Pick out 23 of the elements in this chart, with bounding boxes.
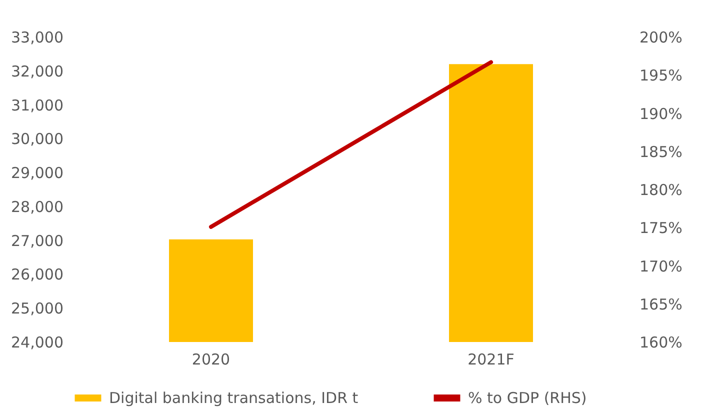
y2-tick-label: 195% xyxy=(640,66,682,85)
x-tick-label: 2021F xyxy=(468,350,514,368)
y-tick-label: 29,000 xyxy=(11,164,64,182)
y-tick-label: 32,000 xyxy=(11,62,64,80)
y-tick-label: 33,000 xyxy=(11,28,64,46)
y-tick-label: 26,000 xyxy=(11,266,64,284)
y2-tick-label: 175% xyxy=(640,219,682,238)
y-tick-label: 24,000 xyxy=(11,334,64,352)
legend-label: % to GDP (RHS) xyxy=(468,389,587,407)
y2-tick-label: 200% xyxy=(640,28,682,46)
y2-tick-label: 185% xyxy=(640,142,682,161)
y-tick-label: 27,000 xyxy=(11,232,64,250)
y-tick-label: 25,000 xyxy=(11,300,64,318)
y2-tick-label: 160% xyxy=(640,334,682,352)
y-tick-label: 30,000 xyxy=(11,130,64,148)
y-tick-label: 28,000 xyxy=(11,198,64,216)
x-tick-label: 2020 xyxy=(192,350,230,368)
y-tick-label: 31,000 xyxy=(11,96,64,114)
y2-tick-label: 165% xyxy=(640,295,682,314)
y2-tick-label: 180% xyxy=(640,181,682,199)
y2-tick-label: 170% xyxy=(640,257,682,276)
legend-label: Digital banking transations, IDR t xyxy=(109,389,358,407)
y2-tick-label: 190% xyxy=(640,104,682,123)
